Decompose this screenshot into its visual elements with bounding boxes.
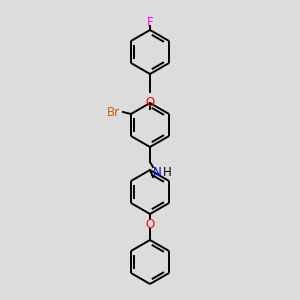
Text: F: F <box>147 16 153 28</box>
Text: N: N <box>153 166 161 178</box>
Text: O: O <box>146 95 154 109</box>
Text: H: H <box>163 166 171 178</box>
Text: O: O <box>146 218 154 230</box>
Text: Br: Br <box>106 106 119 118</box>
